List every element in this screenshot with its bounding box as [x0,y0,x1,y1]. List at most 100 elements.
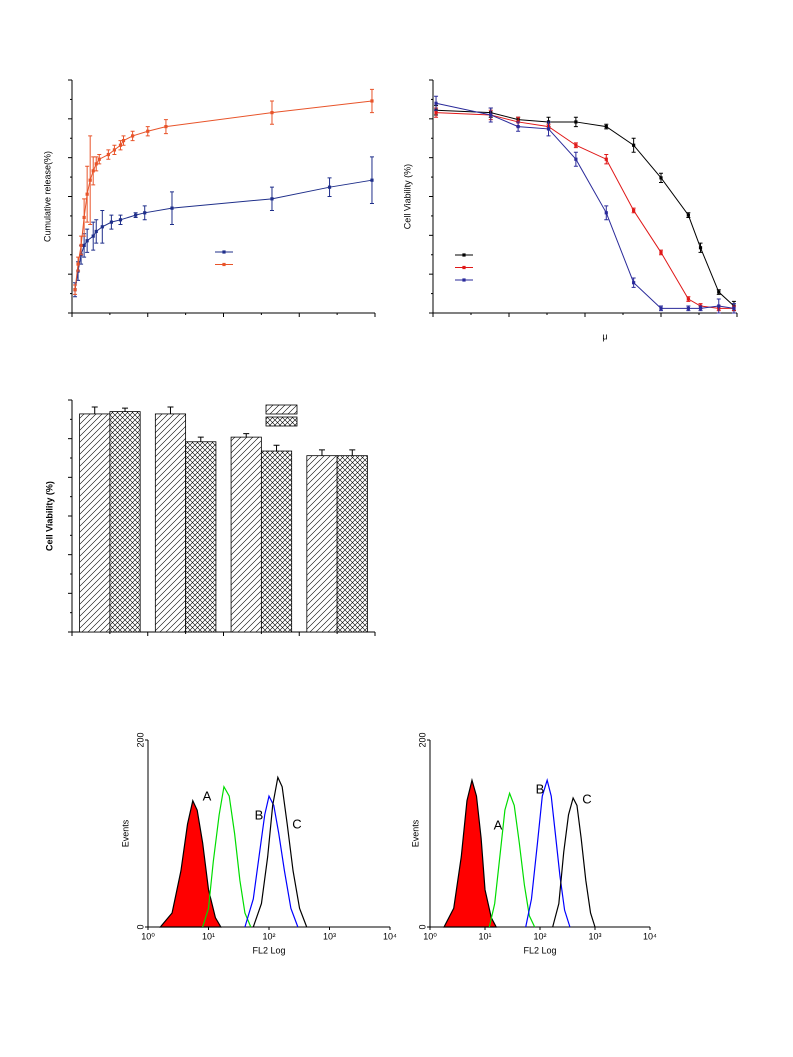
data-point [370,178,374,182]
histogram-curve [488,791,536,928]
data-point [97,157,101,161]
error-bar [167,406,174,414]
data-point [79,243,83,248]
x-tick-label: 10¹ [202,931,215,941]
annotation: B [255,807,264,822]
bar [79,413,111,633]
data-point [118,218,123,222]
data-point [100,225,104,229]
y-axis-label: Cumulative release(%) [42,151,52,242]
x-axis-label: μ [602,331,607,341]
data-point [121,138,126,143]
data-point [106,152,110,157]
legend-marker [222,262,226,267]
data-point [516,125,520,129]
data-point [134,213,138,217]
data-point [327,185,332,189]
data-point [686,306,690,310]
error-bar [318,449,325,456]
x-axis-label: FL2 Log [523,945,556,955]
data-point [632,143,636,147]
legend-swatch [265,416,298,427]
legend-marker [462,265,466,270]
data-point [434,111,438,115]
series-line [436,112,734,309]
annotation: C [292,816,301,831]
x-tick-label: 10⁰ [141,931,155,941]
data-point [604,157,608,161]
data-point [91,169,95,173]
data-point [112,148,117,152]
y-axis-label: Cell Viability (%) [402,164,412,229]
x-tick-label: 10² [533,931,546,941]
series-line [74,100,373,290]
annotation: A [203,788,212,803]
x-tick-label: 10³ [323,931,336,941]
bar [306,455,338,633]
x-tick-label: 10⁴ [383,931,397,941]
data-point [370,99,374,103]
data-point [632,208,636,213]
data-point [170,206,174,210]
y-axis-label: Events [410,819,420,847]
data-point [489,113,493,117]
data-point [270,111,274,115]
data-point [143,211,147,215]
bar [260,450,293,633]
error-bar [273,444,280,452]
data-point [659,306,663,310]
annotation: B [536,781,545,796]
series-line [74,179,373,290]
bar [154,413,187,633]
legend-marker [462,278,466,282]
bar [185,441,217,633]
x-tick-label: 10⁰ [423,931,437,941]
data-point [732,306,736,310]
histogram-curve [159,798,222,928]
data-point [574,157,578,161]
data-point [698,306,703,310]
data-point [604,125,608,129]
bar [336,455,368,633]
y-tick-label: 200 [135,732,145,747]
series-line [435,102,735,309]
data-point [164,125,168,129]
data-point [604,211,608,215]
histogram-curve [252,775,308,928]
data-point [574,143,578,147]
data-point [686,297,690,301]
legend-marker [462,253,466,257]
error-bar [122,407,129,412]
data-point [574,120,578,124]
x-tick-label: 10⁴ [643,931,657,941]
data-point [85,192,89,196]
y-tick-label: 200 [417,732,427,747]
data-point [94,162,98,166]
error-bar [197,436,204,442]
data-point [632,281,636,285]
x-tick-label: 10¹ [478,931,491,941]
error-bar [243,433,250,438]
histogram-curve [443,777,498,928]
histogram-curve [552,796,596,928]
data-point [118,143,123,147]
data-point [109,220,113,224]
data-point [91,234,95,238]
data-point [546,127,551,131]
error-bar [349,449,356,456]
x-axis-label: FL2 Log [252,945,285,955]
y-axis-label: Events [120,819,130,847]
data-point [686,213,690,217]
annotation: A [494,817,503,832]
legend-swatch [265,404,298,415]
data-point [82,215,86,220]
x-tick-label: 10² [262,931,275,941]
data-point [131,134,135,138]
histogram-curve [525,777,571,928]
data-point [270,197,274,201]
data-point [82,243,86,248]
data-point [698,246,703,250]
bar [230,436,262,633]
y-tick-label: 0 [135,924,145,929]
